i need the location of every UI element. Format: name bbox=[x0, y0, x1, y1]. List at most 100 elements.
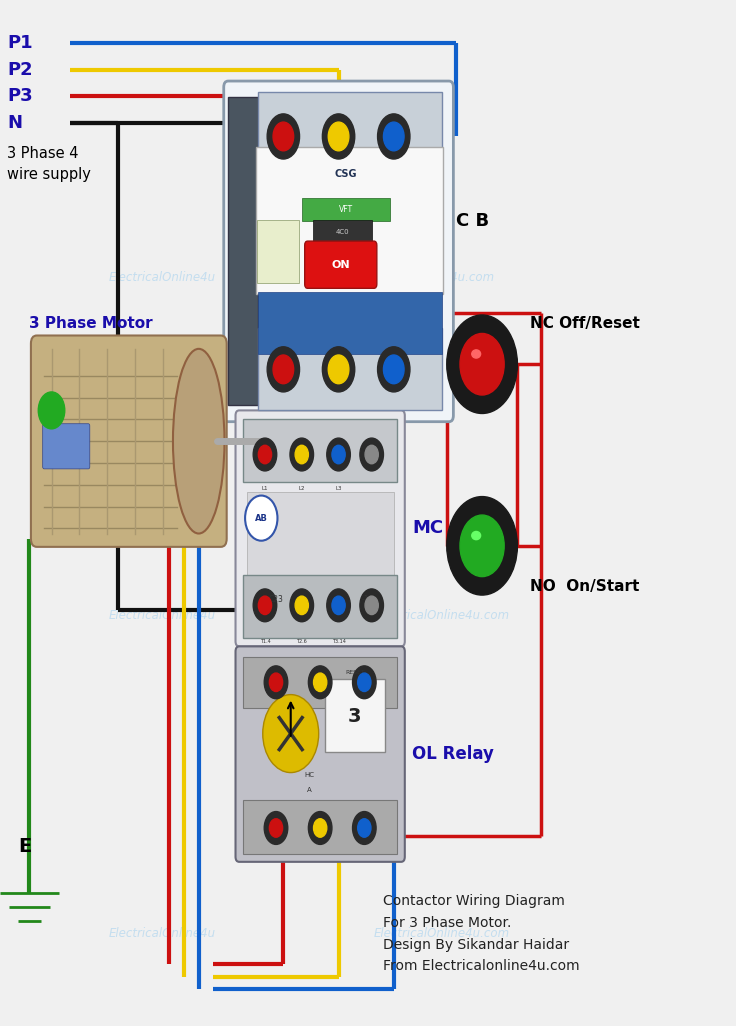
Text: 3 Phase Motor: 3 Phase Motor bbox=[29, 316, 153, 330]
Circle shape bbox=[308, 666, 332, 699]
Circle shape bbox=[273, 355, 294, 384]
Bar bbox=[258, 328, 442, 410]
Circle shape bbox=[327, 589, 350, 622]
Circle shape bbox=[269, 819, 283, 837]
Text: ElectricalOnline4u.com: ElectricalOnline4u.com bbox=[374, 609, 509, 622]
Circle shape bbox=[273, 122, 294, 151]
Text: VFT: VFT bbox=[339, 205, 353, 213]
Circle shape bbox=[460, 515, 504, 577]
Text: MC: MC bbox=[412, 519, 443, 538]
Text: Contactor Wiring Diagram
For 3 Phase Motor.
Design By Sikandar Haidar
From Elect: Contactor Wiring Diagram For 3 Phase Mot… bbox=[383, 894, 579, 974]
Circle shape bbox=[314, 819, 327, 837]
Bar bbox=[243, 419, 397, 482]
Circle shape bbox=[322, 114, 355, 159]
Bar bbox=[258, 292, 442, 354]
Circle shape bbox=[353, 666, 376, 699]
Circle shape bbox=[332, 445, 345, 464]
Text: RESET: RESET bbox=[345, 670, 364, 674]
FancyBboxPatch shape bbox=[224, 81, 453, 422]
Bar bbox=[243, 575, 397, 638]
Circle shape bbox=[365, 596, 378, 615]
Bar bbox=[313, 220, 372, 245]
Ellipse shape bbox=[472, 350, 481, 358]
Circle shape bbox=[308, 812, 332, 844]
Circle shape bbox=[328, 122, 349, 151]
Text: 3 Phase 4
wire supply: 3 Phase 4 wire supply bbox=[7, 146, 91, 183]
FancyBboxPatch shape bbox=[257, 220, 299, 283]
Circle shape bbox=[290, 589, 314, 622]
Text: NO  On/Start: NO On/Start bbox=[530, 580, 640, 594]
FancyBboxPatch shape bbox=[305, 241, 377, 288]
Circle shape bbox=[447, 315, 517, 413]
Circle shape bbox=[295, 596, 308, 615]
Circle shape bbox=[322, 347, 355, 392]
Circle shape bbox=[460, 333, 504, 395]
Bar bbox=[247, 492, 394, 585]
Circle shape bbox=[358, 819, 371, 837]
Text: C B: C B bbox=[456, 211, 489, 230]
Bar bbox=[258, 92, 442, 174]
Text: T3.14: T3.14 bbox=[332, 639, 345, 644]
Circle shape bbox=[378, 347, 410, 392]
Text: T2.6: T2.6 bbox=[297, 639, 307, 644]
Circle shape bbox=[353, 812, 376, 844]
Circle shape bbox=[358, 673, 371, 692]
Text: ElectricalOnline4u: ElectricalOnline4u bbox=[108, 928, 216, 940]
Text: L3: L3 bbox=[336, 486, 342, 491]
Text: ON: ON bbox=[331, 260, 350, 270]
Text: E: E bbox=[18, 837, 32, 856]
Text: ElectricalOnline4u: ElectricalOnline4u bbox=[108, 609, 216, 622]
Circle shape bbox=[365, 445, 378, 464]
Text: N: N bbox=[7, 114, 22, 132]
Text: ElectricalOnline4u: ElectricalOnline4u bbox=[108, 271, 216, 283]
Text: P2: P2 bbox=[7, 61, 33, 79]
Circle shape bbox=[258, 445, 272, 464]
Circle shape bbox=[360, 589, 383, 622]
Circle shape bbox=[383, 355, 404, 384]
Text: P1: P1 bbox=[7, 34, 33, 52]
Circle shape bbox=[267, 347, 300, 392]
Text: L2: L2 bbox=[299, 486, 305, 491]
Text: A: A bbox=[307, 787, 311, 793]
FancyBboxPatch shape bbox=[256, 147, 443, 294]
Text: C23: C23 bbox=[269, 595, 283, 604]
Bar bbox=[243, 657, 397, 708]
Text: NC Off/Reset: NC Off/Reset bbox=[530, 316, 640, 330]
Circle shape bbox=[267, 114, 300, 159]
Circle shape bbox=[264, 666, 288, 699]
Circle shape bbox=[38, 392, 65, 429]
Text: CSG: CSG bbox=[335, 169, 357, 180]
Circle shape bbox=[327, 438, 350, 471]
Circle shape bbox=[378, 114, 410, 159]
Circle shape bbox=[269, 673, 283, 692]
Circle shape bbox=[332, 596, 345, 615]
Circle shape bbox=[328, 355, 349, 384]
Circle shape bbox=[258, 596, 272, 615]
Bar bbox=[243, 800, 397, 854]
Text: 3: 3 bbox=[348, 707, 361, 725]
Circle shape bbox=[295, 445, 308, 464]
Text: HC: HC bbox=[304, 772, 314, 778]
Circle shape bbox=[264, 812, 288, 844]
Circle shape bbox=[290, 438, 314, 471]
Circle shape bbox=[253, 438, 277, 471]
Ellipse shape bbox=[173, 349, 224, 534]
FancyBboxPatch shape bbox=[31, 336, 227, 547]
Text: -10: -10 bbox=[362, 595, 374, 604]
FancyBboxPatch shape bbox=[325, 679, 385, 752]
Bar bbox=[302, 198, 390, 221]
Text: T1.4: T1.4 bbox=[260, 639, 270, 644]
Text: L1: L1 bbox=[262, 486, 268, 491]
Circle shape bbox=[447, 497, 517, 595]
FancyBboxPatch shape bbox=[236, 410, 405, 646]
Text: ElectricalOnline4u.com: ElectricalOnline4u.com bbox=[374, 928, 509, 940]
Circle shape bbox=[245, 496, 277, 541]
Circle shape bbox=[383, 122, 404, 151]
FancyBboxPatch shape bbox=[236, 646, 405, 862]
Text: AB: AB bbox=[255, 514, 268, 522]
FancyBboxPatch shape bbox=[43, 424, 90, 469]
Text: OL Relay: OL Relay bbox=[412, 745, 494, 763]
Text: ElectricalOnline4u.com: ElectricalOnline4u.com bbox=[359, 271, 495, 283]
Circle shape bbox=[314, 673, 327, 692]
Circle shape bbox=[360, 438, 383, 471]
